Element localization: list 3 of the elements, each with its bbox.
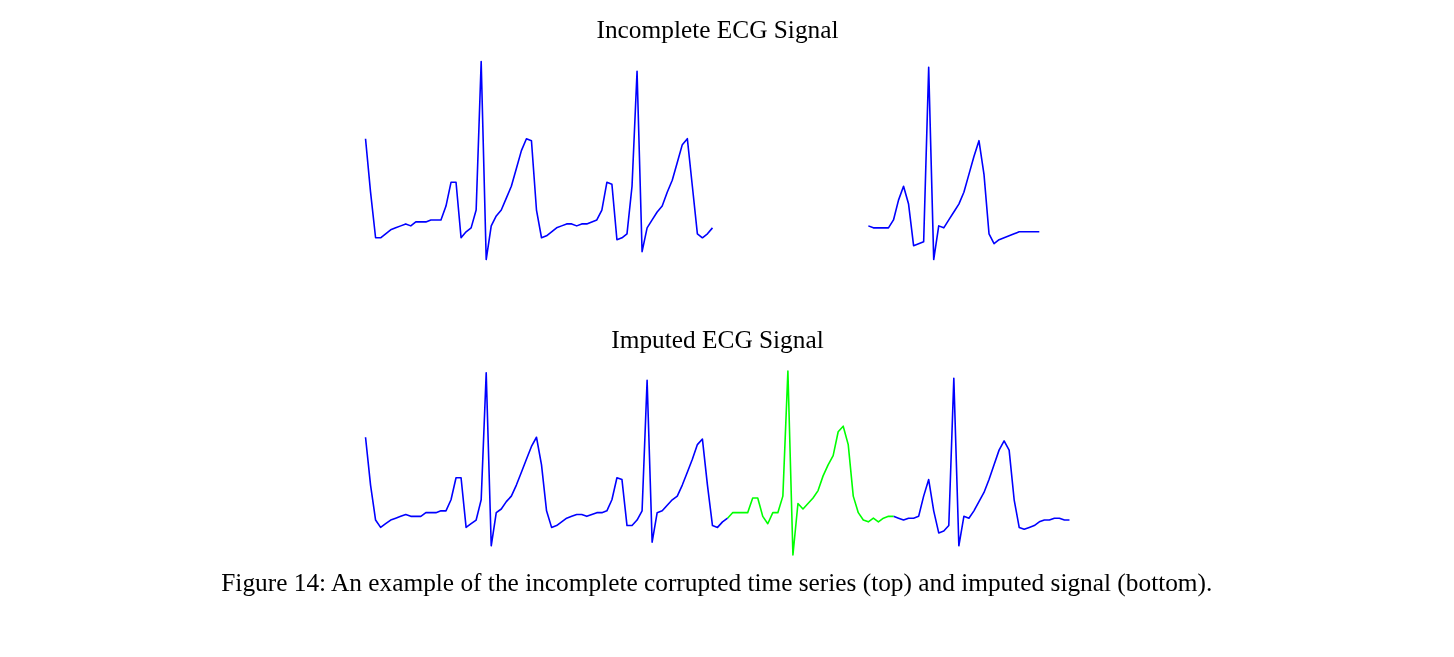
chart-title: Incomplete ECG Signal: [596, 15, 839, 43]
caption: Figure 14: An example of the incomplete corrupted time series (top) and imputed signal (bottom).: [221, 567, 1213, 597]
chart-title: Imputed ECG Signal: [611, 325, 824, 353]
